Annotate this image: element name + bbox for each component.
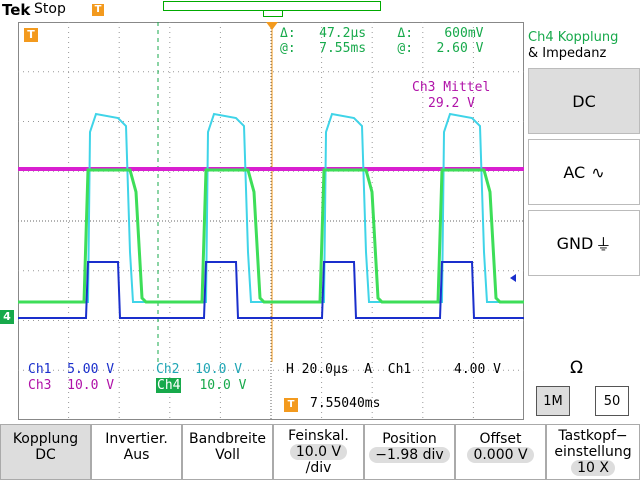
coupling-ac-label: AC xyxy=(563,162,586,182)
softkey-value: DC xyxy=(35,447,56,463)
impedance-label: Ω xyxy=(570,358,583,378)
coupling-gnd-button[interactable]: GND ⏚ xyxy=(528,210,640,276)
record-length-bar xyxy=(163,1,381,11)
ch3-measurement-label: Ch3 Mittel xyxy=(412,80,491,95)
ch2-scale: Ch2 10.0 V xyxy=(156,362,243,377)
ch4-scale: Ch4 10.0 V xyxy=(156,378,246,394)
softkey-label: Position xyxy=(382,431,437,447)
trigger-offset-icon: T xyxy=(284,398,298,412)
softkey-label: Kopplung xyxy=(12,431,79,447)
softkey-value: 10 X xyxy=(571,460,615,476)
coupling-ac-button[interactable]: AC ∿ xyxy=(528,139,640,205)
softkey-label-2: einstellung xyxy=(554,444,632,460)
softkey-label: Feinskal. xyxy=(288,428,349,444)
trigger-point-marker xyxy=(266,22,278,30)
impedance-1m-button[interactable]: 1M xyxy=(536,386,570,416)
trigger-position-icon: T xyxy=(92,4,104,16)
side-menu-title-line1: Ch4 Kopplung xyxy=(528,30,619,45)
cursor-delta-readout: Δ: 47.2µs Δ: 600mV xyxy=(280,26,484,41)
ch3-scale: Ch3 10.0 V xyxy=(28,378,115,393)
ch1-scale: Ch1 5.00 V xyxy=(28,362,115,377)
softkey-fine-scale[interactable]: Feinskal. 10.0 V /div xyxy=(273,424,364,480)
brand-logo: Tek xyxy=(2,1,31,19)
softkey-position[interactable]: Position −1.98 div xyxy=(364,424,455,480)
softkey-label: Tastkopf− xyxy=(558,428,628,444)
softkey-value: −1.98 div xyxy=(369,447,450,463)
softkey-value: 0.000 V xyxy=(467,447,534,463)
ac-wave-icon: ∿ xyxy=(591,162,605,182)
softkey-value: Aus xyxy=(123,447,150,463)
ch4-label: Ch4 xyxy=(156,378,182,393)
softkey-value: Voll xyxy=(215,447,240,463)
softkey-label: Offset xyxy=(479,431,522,447)
softkey-probe-setup[interactable]: Tastkopf− einstellung 10 X xyxy=(546,424,640,480)
impedance-50-button[interactable]: 50 xyxy=(595,386,629,416)
waveform-display[interactable]: Δ: 47.2µs Δ: 600mV @: 7.55ms @: 2.60 V C… xyxy=(18,22,524,420)
timebase-readout: H 20.0µs A Ch1 xyxy=(286,362,412,377)
softkey-offset[interactable]: Offset 0.000 V xyxy=(455,424,546,480)
ch1-waveform xyxy=(18,261,524,319)
side-menu-title: Ch4 Kopplung & Impedanz xyxy=(528,30,640,62)
acquisition-status: Stop xyxy=(34,1,66,17)
side-menu-title-line2: & Impedanz xyxy=(528,46,607,61)
cursor-position-readout: @: 7.55ms @: 2.60 V xyxy=(280,41,484,56)
softkey-value: 10.0 V xyxy=(289,444,348,460)
trigger-position-readout: 7.55040ms xyxy=(310,396,381,411)
trigger-level-readout: 4.00 V xyxy=(454,362,501,377)
ch4-scale-value: 10.0 V xyxy=(199,378,247,393)
graticule xyxy=(18,22,524,420)
ground-icon: ⏚ xyxy=(595,235,612,254)
softkey-coupling[interactable]: Kopplung DC xyxy=(0,424,91,480)
ch1-level-arrow xyxy=(510,274,516,282)
trigger-icon: T xyxy=(24,28,38,42)
coupling-dc-button[interactable]: DC xyxy=(528,68,640,134)
record-view-window xyxy=(263,10,283,17)
status-bar: Tek Stop T xyxy=(0,0,640,22)
ch4-ground-marker[interactable]: 4 xyxy=(0,310,14,324)
softkey-label: Invertier. xyxy=(105,431,168,447)
ch3-measurement-value: 29.2 V xyxy=(428,96,475,111)
softkey-bandwidth[interactable]: Bandbreite Voll xyxy=(182,424,273,480)
softkey-invert[interactable]: Invertier. Aus xyxy=(91,424,182,480)
softkey-label: Bandbreite xyxy=(189,431,266,447)
softkey-unit: /div xyxy=(305,460,332,476)
ch4-waveform xyxy=(18,168,524,304)
coupling-gnd-label: GND xyxy=(556,233,594,253)
